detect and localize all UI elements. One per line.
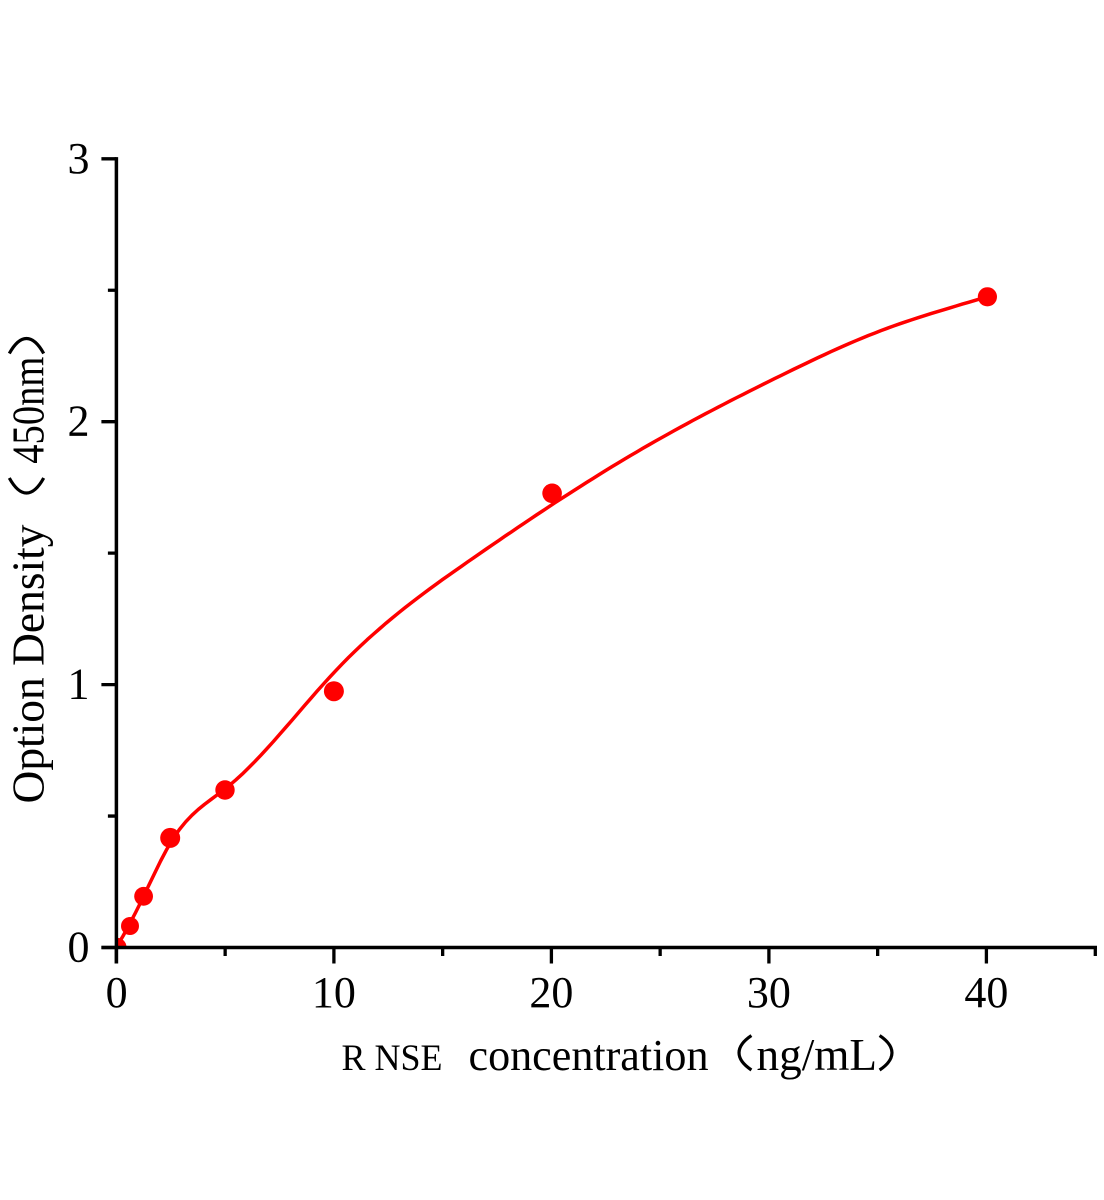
svg-text:1: 1: [68, 660, 90, 709]
svg-text:Option Density: Option Density: [3, 524, 53, 803]
svg-text:concentration: concentration: [469, 1030, 709, 1080]
svg-text:0: 0: [106, 968, 128, 1017]
svg-text:2: 2: [68, 397, 90, 446]
svg-text:30: 30: [747, 968, 791, 1017]
svg-text:40: 40: [964, 968, 1008, 1017]
svg-text:10: 10: [312, 968, 356, 1017]
svg-text:20: 20: [529, 968, 573, 1017]
svg-text:450nm: 450nm: [3, 357, 53, 464]
svg-text:0: 0: [68, 923, 90, 972]
svg-text:ng/mL: ng/mL: [757, 1030, 878, 1080]
svg-text:R NSE: R NSE: [342, 1038, 443, 1079]
svg-text:3: 3: [68, 134, 90, 183]
